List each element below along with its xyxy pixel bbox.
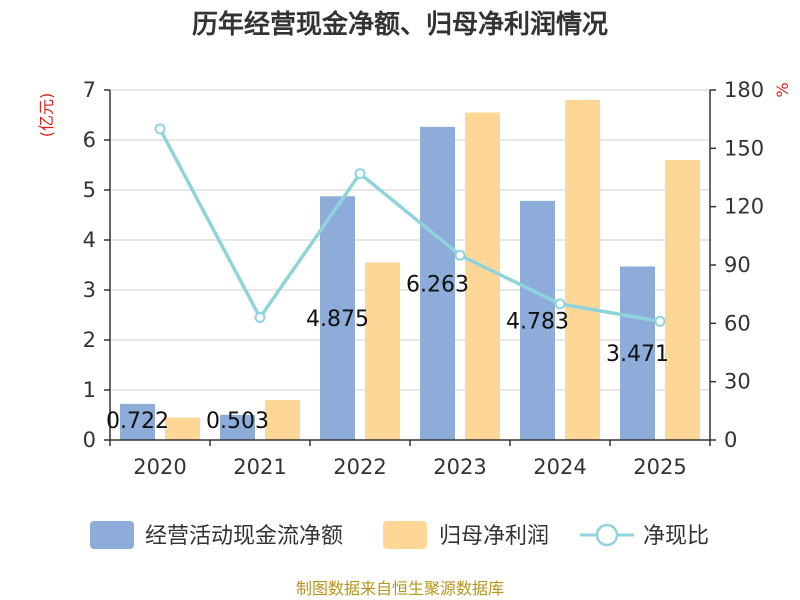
right-tick-label: 90 [724, 253, 751, 277]
data-label-cash-flow-2020: 0.722 [106, 409, 169, 434]
axes: 0 1 2 3 4 5 6 7 0 30 60 90 120 150 180 2020 2021 2022 2023… [83, 78, 764, 479]
left-tick-label: 1 [83, 378, 96, 402]
bar-cash-flow-2022 [320, 196, 355, 440]
bar-net-profit-2020 [165, 417, 200, 440]
data-label-cash-flow-2022: 4.875 [306, 307, 369, 332]
legend-swatch-ratio-marker [595, 523, 619, 547]
right-tick-label: 0 [724, 428, 737, 452]
left-tick-label: 5 [83, 178, 96, 202]
bar-cash-flow-2020 [120, 403, 155, 440]
legend[interactable]: 经营活动现金流净额 归母净利润 净现比 [90, 521, 709, 549]
right-tick-label: 150 [724, 136, 764, 160]
bar-net-profit-2022 [365, 262, 400, 440]
ratio-point-2021 [254, 312, 266, 323]
legend-label-ratio: 净现比 [643, 524, 709, 549]
bar-cash-flow-2021 [220, 414, 255, 440]
legend-label-cash-flow: 经营活动现金流净额 [145, 524, 343, 549]
right-tick-label: 30 [724, 370, 751, 394]
x-tick-label-2025: 2025 [633, 455, 686, 479]
ratio-point-2022 [354, 168, 366, 180]
legend-swatch-cash-flow [90, 521, 134, 549]
ratio-point-2025 [654, 315, 666, 327]
data-labels: 0.722 0.503 4.875 6.263 4.783 3.471 [106, 272, 669, 434]
ratio-line [154, 123, 666, 327]
left-tick-label: 7 [83, 78, 96, 102]
left-tick-label: 3 [83, 278, 96, 302]
x-tick-label-2024: 2024 [533, 455, 586, 479]
legend-label-net-profit: 归母净利润 [439, 524, 549, 549]
right-axis-unit: % [773, 82, 792, 97]
right-tick-label: 60 [724, 311, 751, 335]
right-tick-label: 180 [724, 78, 764, 102]
data-label-cash-flow-2023: 6.263 [406, 272, 469, 297]
ratio-point-2020 [154, 123, 166, 135]
data-label-cash-flow-2024: 4.783 [506, 309, 569, 334]
x-tick-label-2023: 2023 [433, 455, 486, 479]
left-axis-unit: (亿元) [37, 93, 56, 138]
gridlines [110, 89, 710, 441]
x-tick-label-2021: 2021 [233, 455, 286, 479]
ratio-point-2024 [554, 298, 566, 310]
data-label-cash-flow-2025: 3.471 [606, 342, 669, 367]
chart-title: 历年经营现金净额、归母净利润情况 [192, 9, 608, 40]
bar-net-profit-2021 [265, 400, 300, 440]
bar-cash-flow-2025 [620, 266, 655, 440]
left-tick-label: 0 [83, 428, 96, 452]
legend-swatch-net-profit [383, 521, 427, 549]
bar-series [120, 100, 700, 440]
data-label-cash-flow-2021: 0.503 [206, 409, 269, 434]
left-tick-label: 4 [83, 228, 96, 252]
right-tick-label: 120 [724, 195, 764, 219]
left-tick-label: 6 [83, 128, 96, 152]
bar-net-profit-2024 [565, 100, 600, 440]
bar-cash-flow-2023 [420, 126, 455, 440]
bar-cash-flow-2024 [520, 200, 555, 440]
x-tick-label-2022: 2022 [333, 455, 386, 479]
ratio-polyline [158, 128, 661, 324]
x-tick-label-2020: 2020 [133, 455, 186, 479]
left-tick-label: 2 [83, 328, 96, 352]
source-note: 制图数据来自恒生聚源数据库 [296, 579, 504, 598]
bar-net-profit-2023 [465, 112, 500, 440]
ratio-point-2023 [454, 249, 466, 261]
bar-net-profit-2025 [665, 160, 700, 440]
